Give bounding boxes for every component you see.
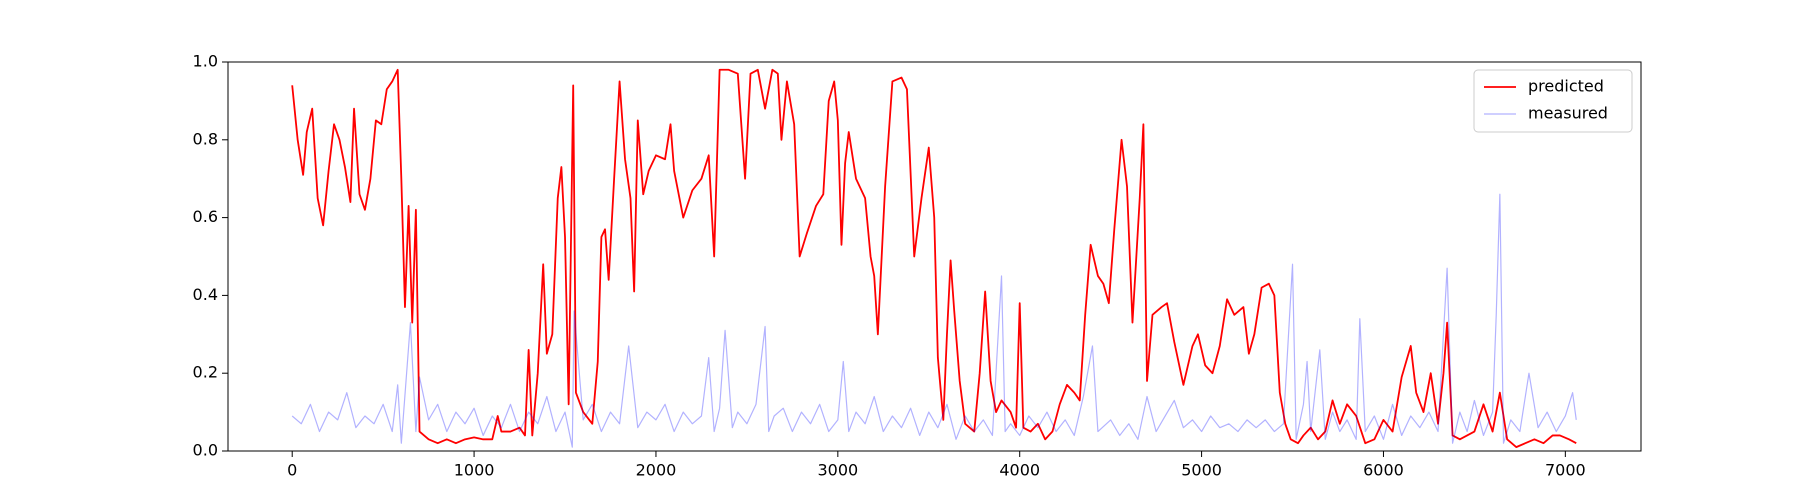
x-tick-label: 4000 [999,461,1040,480]
x-tick-label: 1000 [454,461,495,480]
series-line [291,68,1577,449]
legend-label: measured [1528,104,1608,123]
series-line [291,193,1577,448]
legend: predicted measured [1473,69,1633,133]
x-tick-label: 0 [287,461,297,480]
plot-frame [227,61,1642,452]
y-tick-label: 0.2 [193,363,218,382]
x-tick-label: 2000 [636,461,677,480]
x-tick-label: 5000 [1181,461,1222,480]
x-tick-label: 3000 [817,461,858,480]
x-tick-label: 7000 [1545,461,1586,480]
legend-box [1473,69,1633,133]
y-tick-label: 0.0 [193,441,218,460]
y-tick-label: 0.6 [193,207,218,226]
x-tick-label: 6000 [1363,461,1404,480]
y-tick-label: 0.8 [193,129,218,148]
y-tick-label: 0.4 [193,285,218,304]
y-tick-label: 1.0 [193,52,218,71]
legend-label: predicted [1528,77,1604,96]
